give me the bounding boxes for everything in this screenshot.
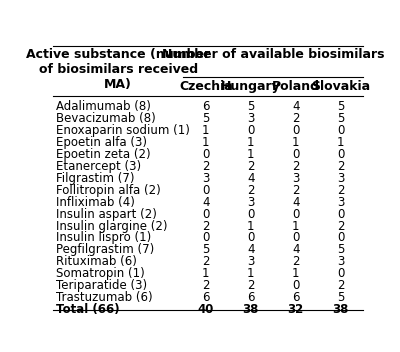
Text: 5: 5 <box>202 243 210 256</box>
Text: 2: 2 <box>247 160 254 173</box>
Text: 2: 2 <box>292 112 300 125</box>
Text: 0: 0 <box>292 124 299 137</box>
Text: Insulin lispro (1): Insulin lispro (1) <box>56 231 151 244</box>
Text: 1: 1 <box>292 220 300 233</box>
Text: 2: 2 <box>337 279 344 292</box>
Text: 0: 0 <box>202 231 210 244</box>
Text: Epoetin zeta (2): Epoetin zeta (2) <box>56 148 150 161</box>
Text: 38: 38 <box>332 303 349 316</box>
Text: 0: 0 <box>202 184 210 197</box>
Text: 2: 2 <box>337 160 344 173</box>
Text: Infliximab (4): Infliximab (4) <box>56 196 134 209</box>
Text: Teriparatide (3): Teriparatide (3) <box>56 279 147 292</box>
Text: 0: 0 <box>337 208 344 221</box>
Text: Somatropin (1): Somatropin (1) <box>56 267 144 280</box>
Text: 32: 32 <box>288 303 304 316</box>
Text: 1: 1 <box>202 124 210 137</box>
Text: Czechia: Czechia <box>179 80 233 93</box>
Text: 4: 4 <box>247 243 254 256</box>
Text: 2: 2 <box>202 220 210 233</box>
Text: 40: 40 <box>198 303 214 316</box>
Text: 6: 6 <box>202 291 210 304</box>
Text: Etanercept (3): Etanercept (3) <box>56 160 141 173</box>
Text: Follitropin alfa (2): Follitropin alfa (2) <box>56 184 160 197</box>
Text: 2: 2 <box>202 160 210 173</box>
Text: 3: 3 <box>337 255 344 268</box>
Text: Adalimumab (8): Adalimumab (8) <box>56 100 150 113</box>
Text: 4: 4 <box>247 172 254 185</box>
Text: 4: 4 <box>292 196 300 209</box>
Text: Insulin aspart (2): Insulin aspart (2) <box>56 208 156 221</box>
Text: 0: 0 <box>337 124 344 137</box>
Text: 3: 3 <box>292 172 299 185</box>
Text: 2: 2 <box>292 255 300 268</box>
Text: 0: 0 <box>247 208 254 221</box>
Text: 1: 1 <box>337 136 344 149</box>
Text: Pegfilgrastim (7): Pegfilgrastim (7) <box>56 243 154 256</box>
Text: Epoetin alfa (3): Epoetin alfa (3) <box>56 136 146 149</box>
Text: 3: 3 <box>247 112 254 125</box>
Text: Bevacizumab (8): Bevacizumab (8) <box>56 112 155 125</box>
Text: 0: 0 <box>247 231 254 244</box>
Text: 0: 0 <box>292 208 299 221</box>
Text: 2: 2 <box>292 160 300 173</box>
Text: Trastuzumab (6): Trastuzumab (6) <box>56 291 152 304</box>
Text: 0: 0 <box>292 231 299 244</box>
Text: 5: 5 <box>337 112 344 125</box>
Text: Rituximab (6): Rituximab (6) <box>56 255 136 268</box>
Text: Slovakia: Slovakia <box>311 80 370 93</box>
Text: 2: 2 <box>292 184 300 197</box>
Text: 5: 5 <box>337 100 344 113</box>
Text: 5: 5 <box>337 243 344 256</box>
Text: 2: 2 <box>247 184 254 197</box>
Text: 2: 2 <box>247 279 254 292</box>
Text: 1: 1 <box>202 136 210 149</box>
Text: 0: 0 <box>292 279 299 292</box>
Text: Filgrastim (7): Filgrastim (7) <box>56 172 134 185</box>
Text: 38: 38 <box>242 303 259 316</box>
Text: 2: 2 <box>337 220 344 233</box>
Text: 1: 1 <box>292 267 300 280</box>
Text: 0: 0 <box>337 267 344 280</box>
Text: 3: 3 <box>247 255 254 268</box>
Text: 0: 0 <box>202 148 210 161</box>
Text: Insulin glargine (2): Insulin glargine (2) <box>56 220 167 233</box>
Text: 5: 5 <box>337 291 344 304</box>
Text: 4: 4 <box>292 100 300 113</box>
Text: 5: 5 <box>247 100 254 113</box>
Text: 1: 1 <box>202 267 210 280</box>
Text: 0: 0 <box>247 124 254 137</box>
Text: 1: 1 <box>247 136 254 149</box>
Text: 3: 3 <box>337 172 344 185</box>
Text: Poland: Poland <box>272 80 320 93</box>
Text: 1: 1 <box>292 136 300 149</box>
Text: 0: 0 <box>292 148 299 161</box>
Text: Total (66): Total (66) <box>56 303 119 316</box>
Text: 2: 2 <box>202 279 210 292</box>
Text: 2: 2 <box>337 184 344 197</box>
Text: 4: 4 <box>292 243 300 256</box>
Text: 6: 6 <box>202 100 210 113</box>
Text: Active substance (number
of biosimilars received
MA): Active substance (number of biosimilars … <box>26 48 210 91</box>
Text: 3: 3 <box>337 196 344 209</box>
Text: 1: 1 <box>247 148 254 161</box>
Text: 0: 0 <box>202 208 210 221</box>
Text: 4: 4 <box>202 196 210 209</box>
Text: Hungary: Hungary <box>221 80 281 93</box>
Text: 6: 6 <box>247 291 254 304</box>
Text: 3: 3 <box>247 196 254 209</box>
Text: Enoxaparin sodium (1): Enoxaparin sodium (1) <box>56 124 190 137</box>
Text: 1: 1 <box>247 220 254 233</box>
Text: Number of available biosimilars: Number of available biosimilars <box>162 48 384 61</box>
Text: 0: 0 <box>337 231 344 244</box>
Text: 3: 3 <box>202 172 210 185</box>
Text: 1: 1 <box>247 267 254 280</box>
Text: 2: 2 <box>202 255 210 268</box>
Text: 6: 6 <box>292 291 300 304</box>
Text: 5: 5 <box>202 112 210 125</box>
Text: 0: 0 <box>337 148 344 161</box>
